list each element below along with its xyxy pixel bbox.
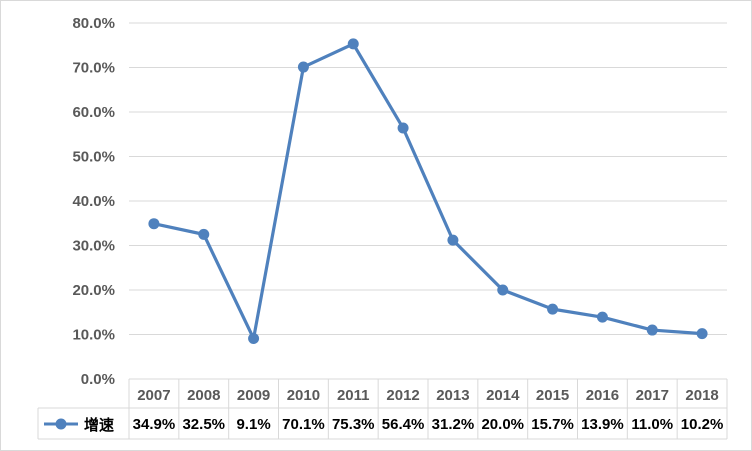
data-point xyxy=(397,122,409,134)
x-tick-label: 2018 xyxy=(685,387,718,404)
data-table-value: 9.1% xyxy=(236,416,270,433)
x-tick-label: 2010 xyxy=(287,387,320,404)
series-line xyxy=(153,42,703,341)
data-table-value: 11.0% xyxy=(631,416,673,433)
data-table-value: 32.5% xyxy=(182,416,225,433)
x-tick-label: 2016 xyxy=(586,387,619,404)
y-tick-label: 70.0% xyxy=(72,60,115,77)
data-point xyxy=(497,284,509,296)
data-point xyxy=(148,218,160,230)
y-tick-label: 40.0% xyxy=(72,193,115,210)
data-table-value: 31.2% xyxy=(432,416,475,433)
data-point xyxy=(198,228,210,240)
data-point xyxy=(646,324,658,336)
data-point xyxy=(447,234,459,246)
y-tick-label: 20.0% xyxy=(72,282,115,299)
data-point xyxy=(347,38,359,50)
y-axis-ticks: 0.0% 10.0% 20.0% 30.0% 40.0% 50.0% 60.0% 70.0% 8… xyxy=(72,15,115,388)
x-tick-label: 2017 xyxy=(636,387,669,404)
y-tick-label: 10.0% xyxy=(72,327,115,344)
data-table-value: 75.3% xyxy=(332,416,375,433)
y-tick-label: 50.0% xyxy=(72,149,115,166)
data-table: 2007 2008 2009 2010 2011 2012 2013 2014 2015 2016… xyxy=(37,379,728,440)
y-tick-label: 0.0% xyxy=(81,371,115,388)
legend: 增速 xyxy=(44,416,114,434)
data-point xyxy=(696,328,708,340)
x-tick-label: 2014 xyxy=(486,387,520,404)
data-table-value: 10.2% xyxy=(681,416,724,433)
y-tick-label: 60.0% xyxy=(72,104,115,121)
x-tick-label: 2007 xyxy=(137,387,170,404)
x-tick-label: 2009 xyxy=(237,387,270,404)
data-table-value: 15.7% xyxy=(531,416,574,433)
data-table-value: 34.9% xyxy=(133,416,176,433)
y-tick-label: 30.0% xyxy=(72,238,115,255)
x-tick-label: 2012 xyxy=(386,387,419,404)
data-point xyxy=(297,61,309,73)
data-point xyxy=(547,303,559,315)
series xyxy=(148,38,708,345)
legend-point-marker xyxy=(55,418,67,430)
x-tick-label: 2013 xyxy=(436,387,469,404)
x-tick-label: 2008 xyxy=(187,387,220,404)
data-table-value: 70.1% xyxy=(282,416,325,433)
x-tick-label: 2011 xyxy=(337,387,370,404)
data-table-value: 56.4% xyxy=(382,416,425,433)
x-tick-label: 2015 xyxy=(536,387,569,404)
data-point xyxy=(248,333,260,345)
y-tick-label: 80.0% xyxy=(72,15,115,32)
data-point xyxy=(596,311,608,323)
legend-series-name: 增速 xyxy=(84,416,114,434)
data-table-value: 20.0% xyxy=(481,416,524,433)
data-table-value: 13.9% xyxy=(581,416,624,433)
